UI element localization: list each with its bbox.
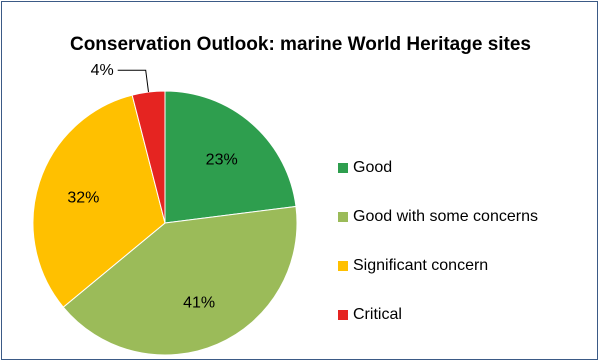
legend-swatch xyxy=(338,162,348,173)
pie-slice-significant-concern xyxy=(32,94,166,308)
pie-slice-good xyxy=(164,90,297,224)
legend-swatch xyxy=(338,309,348,320)
data-label: 4% xyxy=(91,62,114,79)
pie-slice-critical xyxy=(131,90,166,224)
legend-item: Significant concern xyxy=(338,241,538,290)
chart-title: Conservation Outlook: marine World Herit… xyxy=(69,34,532,55)
pie-data-labels: 23% 41% 32% 4% xyxy=(67,62,237,312)
legend-label: Significant concern xyxy=(353,256,489,274)
legend-label: Good xyxy=(353,158,393,176)
legend-item: Good with some concerns xyxy=(338,192,538,241)
legend-item: Critical xyxy=(338,290,538,339)
pie-slices xyxy=(32,90,298,356)
pie-slice-good-with-some-concerns xyxy=(62,205,298,356)
data-label: 23% xyxy=(206,152,238,169)
legend-swatch xyxy=(338,260,348,271)
legend-swatch xyxy=(338,211,348,222)
legend-item: Good xyxy=(338,143,538,192)
leader-line xyxy=(117,69,149,93)
data-label: 41% xyxy=(183,295,215,312)
legend-label: Good with some concerns xyxy=(353,207,538,225)
data-label: 32% xyxy=(67,190,99,207)
chart-legend: Good Good with some concerns Significant c… xyxy=(338,143,538,339)
legend-label: Critical xyxy=(353,305,402,323)
